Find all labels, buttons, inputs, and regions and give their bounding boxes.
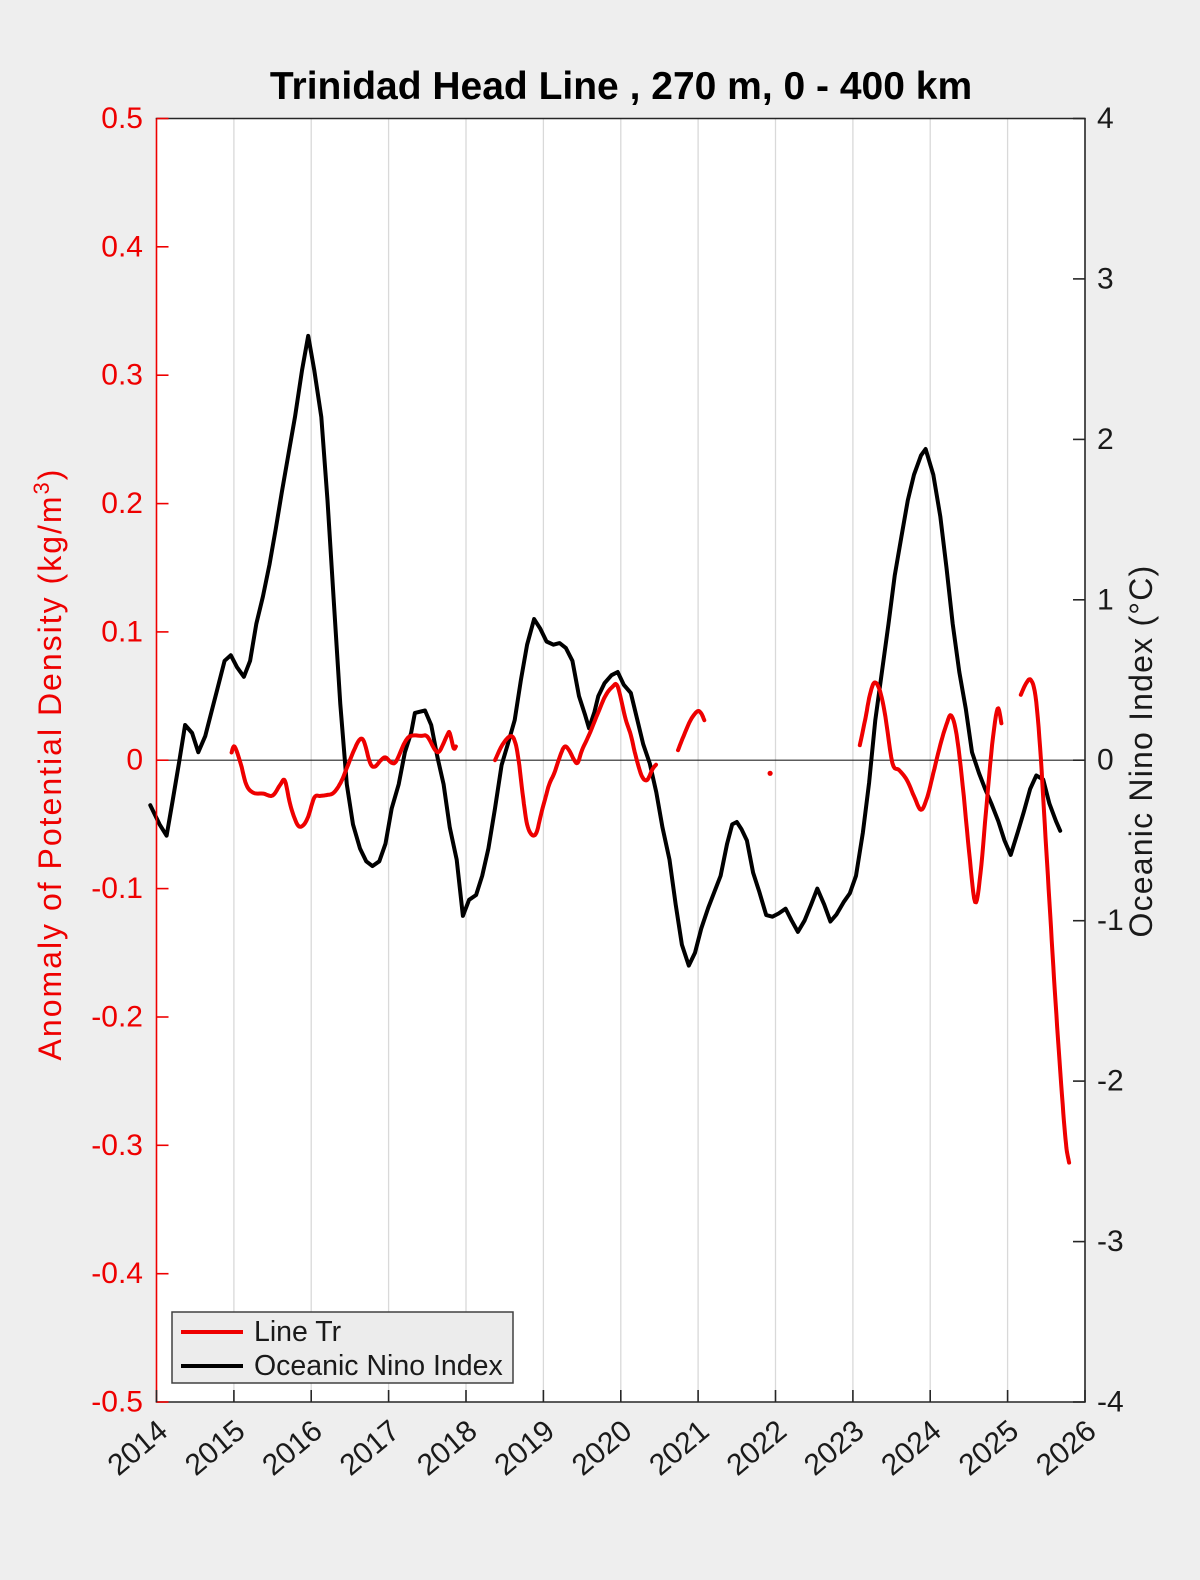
svg-text:-3: -3	[1097, 1225, 1124, 1258]
svg-text:0.4: 0.4	[101, 230, 143, 263]
svg-text:1: 1	[1097, 583, 1114, 616]
svg-text:Oceanic Nino Index (°C): Oceanic Nino Index (°C)	[1123, 565, 1159, 938]
svg-text:-0.5: -0.5	[91, 1386, 143, 1419]
svg-text:-1: -1	[1097, 904, 1124, 937]
svg-text:Anomaly of Potential Density (: Anomaly of Potential Density (kg/m3)	[29, 468, 68, 1061]
svg-text:-4: -4	[1097, 1386, 1124, 1419]
svg-text:4: 4	[1097, 102, 1114, 135]
svg-text:-2: -2	[1097, 1065, 1124, 1098]
svg-text:Trinidad Head Line , 270 m, 0: Trinidad Head Line , 270 m, 0 - 400 km	[270, 65, 972, 108]
svg-text:0.2: 0.2	[101, 487, 143, 520]
svg-text:0.3: 0.3	[101, 359, 143, 392]
svg-text:-0.4: -0.4	[91, 1257, 143, 1290]
svg-text:0.1: 0.1	[101, 615, 143, 648]
svg-text:Line Tr: Line Tr	[254, 1316, 342, 1348]
svg-text:Oceanic Nino Index: Oceanic Nino Index	[254, 1350, 503, 1382]
svg-text:0: 0	[126, 744, 143, 777]
svg-text:-0.1: -0.1	[91, 872, 143, 905]
svg-text:2: 2	[1097, 423, 1114, 456]
svg-text:-0.3: -0.3	[91, 1129, 143, 1162]
svg-text:0.5: 0.5	[101, 102, 143, 135]
svg-text:0: 0	[1097, 744, 1114, 777]
svg-text:3: 3	[1097, 262, 1114, 295]
svg-text:-0.2: -0.2	[91, 1001, 143, 1034]
